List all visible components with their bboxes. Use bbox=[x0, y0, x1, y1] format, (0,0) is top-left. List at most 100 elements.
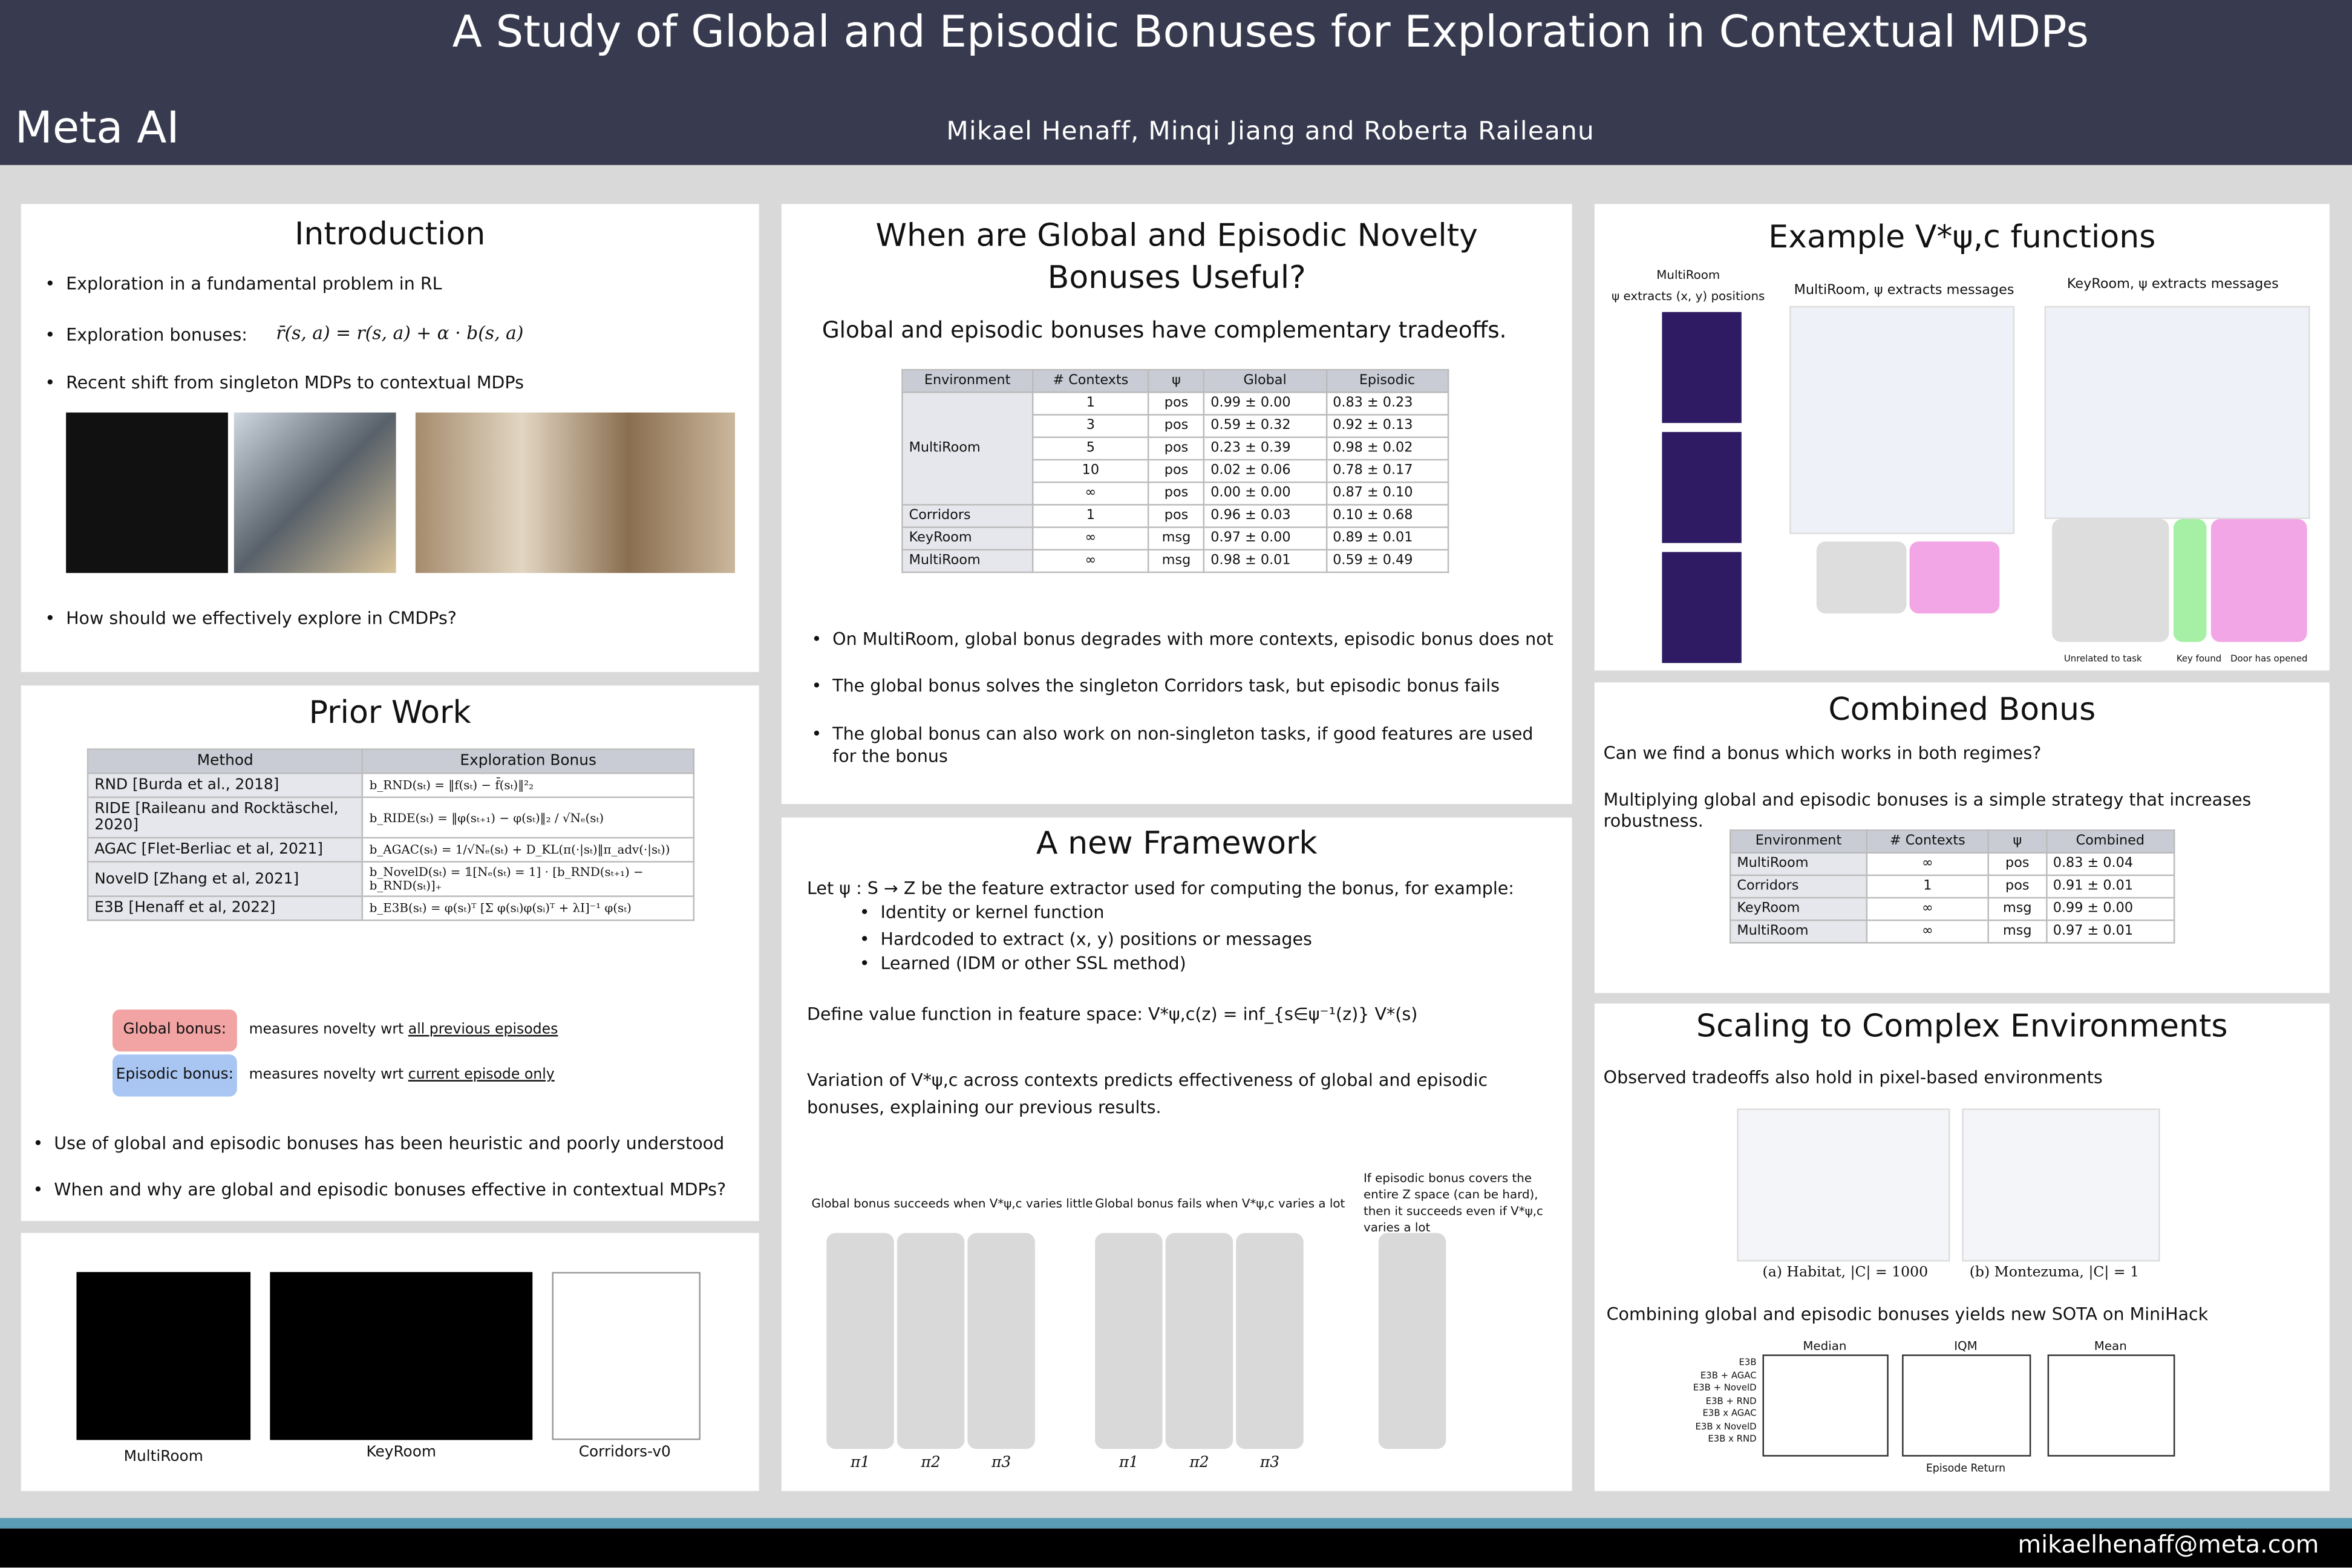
environments: MultiRoom KeyRoom Corridors-v0 bbox=[21, 1233, 759, 1491]
plot bbox=[1962, 1108, 2160, 1262]
text: Can we find a bonus which works in both … bbox=[1603, 742, 2042, 764]
plot bbox=[1737, 1108, 1950, 1262]
plot-title: Median bbox=[1803, 1339, 1847, 1353]
table: Environment # Contexts ψ Combined MultiRoom ∞… bbox=[1729, 829, 2175, 944]
bullet: Exploration in a fundamental problem in … bbox=[45, 273, 442, 295]
policy-label: π3 bbox=[991, 1455, 1011, 1472]
cell: Corridors bbox=[901, 504, 1033, 528]
cell: 0.83 ± 0.23 bbox=[1325, 391, 1449, 416]
bullet: On MultiRoom, global bonus degrades with… bbox=[811, 629, 1553, 651]
cell: 3 bbox=[1031, 414, 1150, 439]
figure-panel bbox=[1165, 1233, 1233, 1449]
cell: RIDE [Raileanu and Rocktäschel, 2020] bbox=[87, 796, 364, 839]
cell: MultiRoom bbox=[1729, 919, 1867, 944]
row: 5 pos 0.23 ± 0.39 0.98 ± 0.02 bbox=[902, 436, 1449, 461]
cell: RND [Burda et al., 2018] bbox=[87, 772, 364, 799]
header-cell: ψ bbox=[1987, 829, 2047, 854]
image bbox=[1662, 312, 1742, 423]
cell: 5 bbox=[1031, 436, 1150, 461]
image bbox=[234, 412, 396, 573]
cell: 0.02 ± 0.06 bbox=[1203, 459, 1327, 483]
bullet: Use of global and episodic bonuses has b… bbox=[33, 1132, 725, 1155]
cell: 0.99 ± 0.00 bbox=[2045, 897, 2175, 921]
cell: 0.10 ± 0.68 bbox=[1325, 504, 1449, 528]
cell: 0.00 ± 0.00 bbox=[1203, 481, 1327, 506]
annotation-box bbox=[2173, 518, 2207, 642]
cell: pos bbox=[1148, 504, 1205, 528]
label: MultiRoom bbox=[1656, 268, 1720, 283]
cell: 0.97 ± 0.01 bbox=[2045, 919, 2175, 944]
section-title: Example V*ψ,c functions bbox=[1768, 219, 2156, 255]
header-cell: Episodic bbox=[1325, 368, 1449, 393]
cell: msg bbox=[1987, 919, 2047, 944]
subtitle: Global and episodic bonuses have complem… bbox=[822, 316, 1507, 344]
text: measures novelty wrt bbox=[249, 1021, 404, 1038]
cell: 1 bbox=[1866, 874, 1990, 899]
scaling: Scaling to Complex Environments Observed… bbox=[1594, 1003, 2330, 1491]
row: MultiRoom ∞ pos 0.83 ± 0.04 bbox=[1729, 852, 2175, 877]
caption: If episodic bonus covers the entire Z sp… bbox=[1363, 1171, 1543, 1235]
section-title: Introduction bbox=[295, 216, 486, 252]
annotation: Door has opened bbox=[2230, 654, 2308, 665]
legend-label: Episodic bonus: bbox=[112, 1054, 237, 1097]
bullet: When and why are global and episodic bon… bbox=[33, 1179, 727, 1201]
cell: MultiRoom bbox=[901, 391, 1033, 506]
text: Multiplying global and episodic bonuses … bbox=[1603, 789, 2252, 831]
row: MultiRoom ∞ msg 0.98 ± 0.01 0.59 ± 0.49 bbox=[901, 549, 1449, 573]
cell: ∞ bbox=[1031, 526, 1150, 551]
image bbox=[415, 412, 736, 573]
method-label: E3B x AGAC bbox=[1702, 1408, 1757, 1419]
cell: 1 bbox=[1031, 391, 1150, 416]
image bbox=[66, 412, 228, 573]
cell: 0.99 ± 0.00 bbox=[1203, 391, 1327, 416]
cell: 0.83 ± 0.04 bbox=[2045, 852, 2175, 877]
cell: msg bbox=[1987, 897, 2047, 921]
annotation-box bbox=[2210, 518, 2307, 642]
cell: 10 bbox=[1031, 459, 1150, 483]
text: Combining global and episodic bonuses yi… bbox=[1606, 1303, 2209, 1325]
section-title: Scaling to Complex Environments bbox=[1696, 1008, 2228, 1044]
cell: 0.92 ± 0.13 bbox=[1325, 414, 1449, 439]
bullet: Hardcoded to extract (x, y) positions or… bbox=[860, 929, 1312, 951]
header-cell: Method bbox=[87, 748, 364, 774]
legend-label: Global bonus: bbox=[112, 1009, 237, 1052]
cell: pos bbox=[1148, 459, 1205, 483]
row: RND [Burda et al., 2018] b_RND(sₜ) = ‖f(s… bbox=[87, 772, 695, 799]
cell: MultiRoom bbox=[1729, 852, 1867, 877]
combined: Combined Bonus Can we find a bonus which… bbox=[1594, 682, 2330, 993]
method-label: E3B + NovelD bbox=[1693, 1383, 1757, 1394]
row: NovelD [Zhang et al, 2021] b_NovelD(sₜ) =… bbox=[87, 861, 695, 897]
header-row: Environment # Contexts ψ Global Episodic bbox=[901, 368, 1449, 393]
formula: r̄(s, a) = r(s, a) + α · b(s, a) bbox=[276, 322, 524, 344]
section-title: Prior Work bbox=[309, 694, 471, 731]
row: Corridors 1 pos 0.91 ± 0.01 bbox=[1729, 874, 2175, 899]
annotation: Unrelated to task bbox=[2063, 654, 2142, 665]
figure-panel bbox=[826, 1233, 894, 1449]
bullet: Recent shift from singleton MDPs to cont… bbox=[45, 372, 524, 394]
caption: Global bonus succeeds when V*ψ,c varies … bbox=[811, 1197, 1093, 1211]
bullet: The global bonus can also work on non-si… bbox=[811, 723, 1537, 768]
method-label: E3B x RND bbox=[1708, 1434, 1757, 1445]
header-row: Method Exploration Bonus bbox=[87, 748, 695, 774]
cell: 0.59 ± 0.32 bbox=[1203, 414, 1327, 439]
title: A Study of Global and Episodic Bonuses f… bbox=[452, 5, 2089, 57]
text: Variation of V*ψ,c across contexts predi… bbox=[807, 1069, 1488, 1118]
policy-label: π1 bbox=[1119, 1455, 1138, 1472]
cell: ∞ bbox=[1866, 919, 1990, 944]
bullet: Exploration bonuses: bbox=[45, 324, 247, 347]
cell: b_NovelD(sₜ) = 𝟙[Nₑ(sₜ) = 1] · [b_RND(sₜ… bbox=[362, 861, 695, 897]
method-label: E3B + RND bbox=[1705, 1396, 1757, 1406]
method-label: E3B bbox=[1739, 1357, 1757, 1368]
text: Define value function in feature space: … bbox=[807, 1003, 1418, 1025]
cell: pos bbox=[1987, 852, 2047, 877]
email: mikaelhenaff@meta.com bbox=[2017, 1530, 2319, 1559]
introduction: Introduction Exploration in a fundamenta… bbox=[21, 204, 759, 672]
emphasis: all previous episodes bbox=[408, 1021, 558, 1038]
caption: (a) Habitat, |C| = 1000 bbox=[1762, 1264, 1929, 1281]
header-row: Environment # Contexts ψ Combined bbox=[1729, 829, 2175, 854]
cell: KeyRoom bbox=[901, 526, 1033, 551]
cell: ∞ bbox=[1866, 852, 1990, 877]
section-title: Combined Bonus bbox=[1828, 691, 2096, 728]
row: KeyRoom ∞ msg 0.99 ± 0.00 bbox=[1729, 897, 2175, 921]
